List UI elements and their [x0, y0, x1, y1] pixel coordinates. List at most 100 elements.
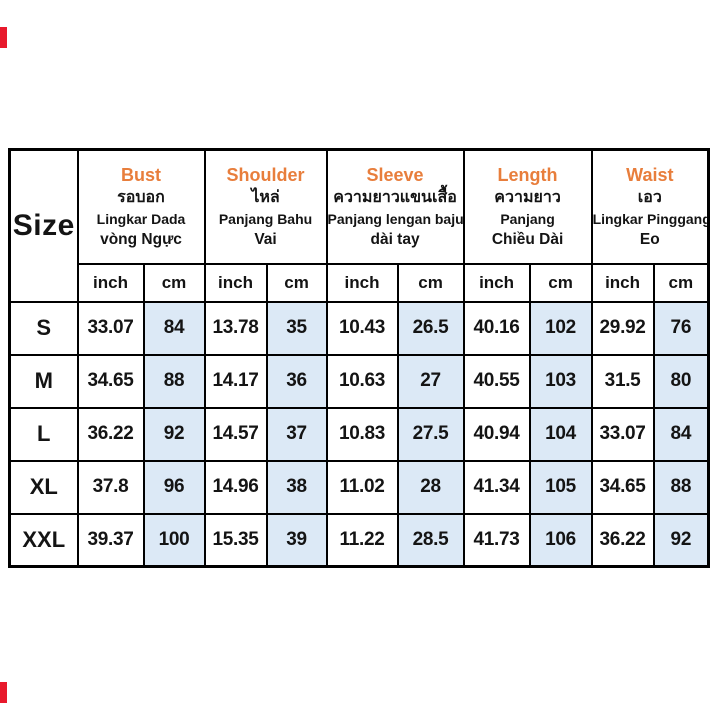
value-cell: 106	[528, 512, 593, 568]
unit-header-length-cm: cm	[528, 262, 593, 303]
size-column-header: Size	[8, 148, 79, 303]
value-cell: 11.02	[325, 459, 399, 515]
red-edge-mark-bottom	[0, 682, 7, 703]
bust-label-th: รอบอก	[117, 189, 165, 207]
length-label-id: Panjang	[500, 211, 555, 228]
value-cell: 10.43	[325, 300, 399, 356]
unit-header-bust-inch: inch	[76, 262, 145, 303]
column-header-waist: Waist เอว Lingkar Pinggang Eo	[590, 148, 710, 265]
unit-header-row: inch cm inch cm inch cm inch cm inch cm	[10, 262, 710, 303]
value-cell: 105	[528, 459, 593, 515]
bust-label-en: Bust	[121, 165, 161, 186]
unit-header-length-inch: inch	[462, 262, 531, 303]
value-cell: 40.94	[462, 406, 531, 462]
unit-header-shoulder-cm: cm	[265, 262, 328, 303]
unit-header-waist-inch: inch	[590, 262, 655, 303]
table-row-xxl: XXL 39.37 100 15.35 39 11.22 28.5 41.73 …	[8, 512, 710, 568]
unit-header-bust-cm: cm	[142, 262, 206, 303]
value-cell: 14.96	[203, 459, 268, 515]
value-cell: 37	[265, 406, 328, 462]
table-row-s: S 33.07 84 13.78 35 10.43 26.5 40.16 102…	[8, 300, 710, 356]
value-cell: 92	[142, 406, 206, 462]
size-label: XXL	[8, 512, 79, 568]
column-header-shoulder: Shoulder ไหล่ Panjang Bahu Vai	[203, 148, 328, 265]
value-cell: 39.37	[76, 512, 145, 568]
length-label-vi: Chiều Dài	[491, 231, 564, 249]
value-cell: 104	[528, 406, 593, 462]
value-cell: 37.8	[76, 459, 145, 515]
unit-header-shoulder-inch: inch	[203, 262, 268, 303]
red-edge-mark-top	[0, 27, 7, 48]
shoulder-label-id: Panjang Bahu	[218, 211, 313, 228]
sleeve-label-th: ความยาวแขนเสื้อ	[333, 189, 457, 207]
waist-label-vi: Eo	[639, 231, 660, 249]
sleeve-label-id: Panjang lengan baju	[327, 211, 464, 228]
unit-header-sleeve-cm: cm	[396, 262, 465, 303]
value-cell: 100	[142, 512, 206, 568]
waist-label-id: Lingkar Pinggang	[592, 211, 709, 228]
waist-label-en: Waist	[626, 165, 674, 186]
column-header-bust: Bust รอบอก Lingkar Dada vòng Ngực	[76, 148, 206, 265]
value-cell: 28	[396, 459, 465, 515]
value-cell: 80	[652, 353, 710, 409]
value-cell: 84	[142, 300, 206, 356]
value-cell: 33.07	[76, 300, 145, 356]
length-label-en: Length	[497, 165, 558, 186]
value-cell: 36.22	[590, 512, 655, 568]
value-cell: 14.17	[203, 353, 268, 409]
value-cell: 36	[265, 353, 328, 409]
value-cell: 40.55	[462, 353, 531, 409]
value-cell: 36.22	[76, 406, 145, 462]
value-cell: 15.35	[203, 512, 268, 568]
value-cell: 14.57	[203, 406, 268, 462]
value-cell: 88	[652, 459, 710, 515]
value-cell: 26.5	[396, 300, 465, 356]
value-cell: 31.5	[590, 353, 655, 409]
value-cell: 29.92	[590, 300, 655, 356]
size-label: S	[8, 300, 79, 356]
table-header-row: Size Bust รอบอก Lingkar Dada vòng Ngực S…	[8, 148, 710, 303]
value-cell: 41.34	[462, 459, 531, 515]
unit-header-waist-cm: cm	[652, 262, 710, 303]
value-cell: 41.73	[462, 512, 531, 568]
value-cell: 10.63	[325, 353, 399, 409]
column-header-length: Length ความยาว Panjang Chiều Dài	[462, 148, 593, 265]
column-header-sleeve: Sleeve ความยาวแขนเสื้อ Panjang lengan ba…	[325, 148, 465, 265]
value-cell: 27	[396, 353, 465, 409]
value-cell: 39	[265, 512, 328, 568]
bust-label-id: Lingkar Dada	[96, 211, 186, 228]
size-label: M	[8, 353, 79, 409]
value-cell: 103	[528, 353, 593, 409]
value-cell: 10.83	[325, 406, 399, 462]
length-label-th: ความยาว	[494, 189, 561, 207]
value-cell: 13.78	[203, 300, 268, 356]
value-cell: 40.16	[462, 300, 531, 356]
unit-header-sleeve-inch: inch	[325, 262, 399, 303]
table-row-xl: XL 37.8 96 14.96 38 11.02 28 41.34 105 3…	[8, 459, 710, 515]
table-row-l: L 36.22 92 14.57 37 10.83 27.5 40.94 104…	[8, 406, 710, 462]
value-cell: 88	[142, 353, 206, 409]
value-cell: 28.5	[396, 512, 465, 568]
value-cell: 35	[265, 300, 328, 356]
value-cell: 92	[652, 512, 710, 568]
value-cell: 84	[652, 406, 710, 462]
size-label: L	[8, 406, 79, 462]
bust-label-vi: vòng Ngực	[100, 231, 182, 249]
value-cell: 102	[528, 300, 593, 356]
waist-label-th: เอว	[637, 189, 662, 207]
shoulder-label-th: ไหล่	[251, 189, 280, 207]
size-label: XL	[8, 459, 79, 515]
shoulder-label-vi: Vai	[254, 231, 277, 249]
value-cell: 33.07	[590, 406, 655, 462]
value-cell: 76	[652, 300, 710, 356]
value-cell: 38	[265, 459, 328, 515]
sleeve-label-en: Sleeve	[366, 165, 424, 186]
value-cell: 96	[142, 459, 206, 515]
value-cell: 34.65	[590, 459, 655, 515]
table-row-m: M 34.65 88 14.17 36 10.63 27 40.55 103 3…	[8, 353, 710, 409]
value-cell: 34.65	[76, 353, 145, 409]
value-cell: 11.22	[325, 512, 399, 568]
sleeve-label-vi: dài tay	[370, 231, 420, 249]
value-cell: 27.5	[396, 406, 465, 462]
